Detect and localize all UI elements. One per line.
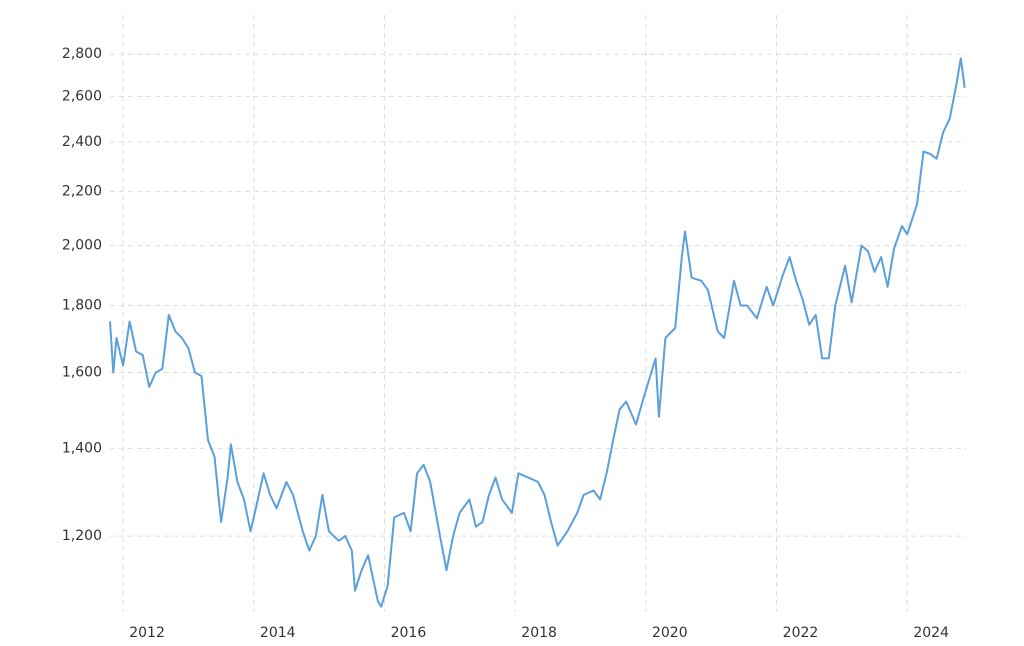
x-tick-label: 2012 — [129, 625, 165, 641]
y-tick-label: 2,600 — [62, 88, 102, 104]
x-tick-label: 2022 — [783, 625, 819, 641]
y-tick-label: 2,800 — [62, 46, 102, 62]
x-tick-label: 2018 — [521, 625, 557, 641]
x-tick-label: 2020 — [652, 625, 688, 641]
x-tick-label: 2024 — [913, 625, 949, 641]
price-line — [109, 57, 966, 608]
y-tick-label: 1,600 — [62, 364, 102, 380]
x-tick-label: 2014 — [260, 625, 296, 641]
y-tick-label: 2,000 — [62, 238, 102, 254]
y-tick-label: 1,200 — [62, 528, 102, 544]
y-tick-label: 1,800 — [62, 297, 102, 313]
y-tick-label: 2,400 — [62, 134, 102, 150]
y-tick-label: 2,200 — [62, 183, 102, 199]
x-tick-label: 2016 — [391, 625, 427, 641]
y-tick-label: 1,400 — [62, 440, 102, 456]
